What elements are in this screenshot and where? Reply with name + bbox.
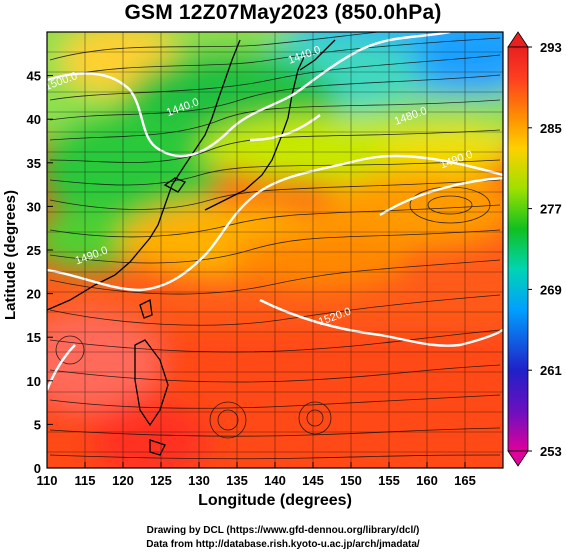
x-tick-label: 155 [378,473,400,488]
colorbar-scale [507,46,529,452]
y-tick-label: 45 [27,69,41,84]
x-tick-label: 160 [416,473,438,488]
credit-line-2: Data from http://database.rish.kyoto-u.a… [146,539,420,550]
colorbar-label: 261 [540,363,562,378]
y-tick-label: 40 [27,112,41,127]
colorbar-label: 293 [540,40,562,55]
coastlines [47,39,336,456]
y-axis: 0 5 10 15 20 25 30 35 40 45 [27,69,53,476]
y-tick-label: 20 [27,287,41,302]
x-tick-label: 135 [226,473,248,488]
colorbar-min-arrow [507,450,529,467]
x-tick-label: 150 [340,473,362,488]
y-tick-label: 25 [27,243,41,258]
lat-lon-grid [47,32,503,468]
geopotential-contours [47,32,503,391]
x-tick-label: 110 [37,473,58,488]
x-tick-label: 145 [302,473,324,488]
y-tick-label: 35 [27,156,41,171]
x-tick-label: 115 [75,473,96,488]
colorbar-max-arrow [507,31,529,48]
x-tick-label: 125 [150,473,172,488]
colorbar-label: 285 [540,121,562,136]
credit-line-1: Drawing by DCL (https://www.gfd-dennou.o… [146,525,420,536]
map-title: GSM 12Z07May2023 (850.0hPa) [124,1,442,24]
colorbar-label: 269 [540,282,562,297]
y-tick-label: 5 [34,417,41,432]
colorbar-label: 253 [540,444,562,459]
y-tick-label: 30 [27,199,41,214]
x-tick-label: 140 [264,473,286,488]
x-tick-label: 120 [112,473,134,488]
y-tick-label: 15 [27,330,41,345]
y-axis-label: Latitude (degrees) [2,189,19,320]
wind-streamlines [49,32,501,460]
x-axis: 110 115 120 125 130 135 140 145 150 155 160 165 [37,462,476,488]
colorbar: 293 285 277 269 261 253 [507,31,562,467]
y-tick-label: 10 [27,374,41,389]
y-tick-label: 0 [34,461,41,476]
x-axis-label: Longitude (degrees) [198,492,352,509]
x-tick-label: 165 [454,473,476,488]
colorbar-label: 277 [540,202,562,217]
x-tick-label: 130 [188,473,210,488]
